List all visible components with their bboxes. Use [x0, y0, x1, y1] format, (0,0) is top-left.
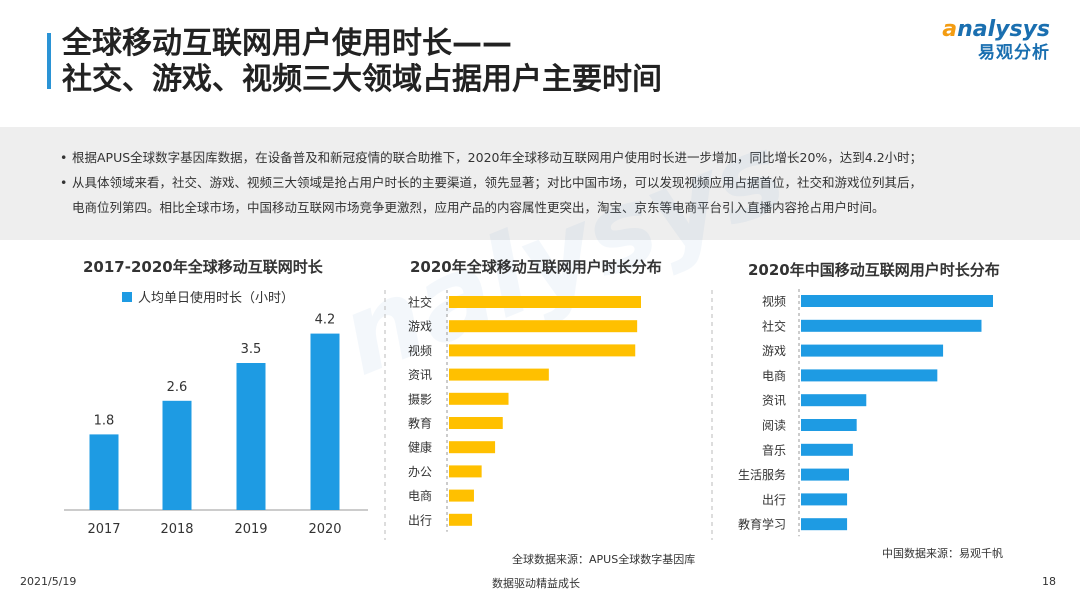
chart3-bar-1 [801, 319, 982, 332]
chart2-bar-1 [449, 320, 638, 333]
chart2-category-label-6: 健康 [408, 440, 432, 455]
chart3-category-label-3: 电商 [762, 368, 786, 383]
chart2-bar-4 [449, 392, 509, 405]
chart3-category-label-2: 游戏 [762, 344, 786, 358]
chart1-bar-2020 [310, 333, 340, 510]
chart3-bar-9 [801, 518, 848, 531]
chart1-x-tick-2019: 2019 [234, 522, 267, 537]
chart3-bar-8 [801, 493, 848, 506]
logo-letters: nalysys [957, 17, 1050, 42]
chart3-bar-7 [801, 468, 849, 481]
chart3-category-label-5: 阅读 [762, 419, 786, 433]
analysys-logo: analysys 易观分析 [942, 18, 1050, 64]
chart2-category-label-9: 出行 [408, 513, 432, 527]
chart1-legend: 人均单日使用时长（小时） [122, 287, 294, 306]
chart1-value-label-2017: 1.8 [94, 413, 115, 428]
chart3-category-label-8: 出行 [762, 493, 786, 507]
chart3-bar-6 [801, 443, 853, 456]
footer-slogan: 数据驱动精益成长 [492, 577, 580, 590]
page-title-line1: 全球移动互联网用户使用时长—— [62, 26, 512, 61]
summary-bullet-2: 从具体领域来看，社交、游戏、视频三大领域是抢占用户时长的主要渠道，领先显著；对比… [60, 170, 1020, 220]
chart2-bar-8 [449, 489, 474, 502]
chart2-category-label-8: 电商 [408, 488, 432, 503]
chart3-category-label-1: 社交 [762, 318, 786, 333]
chart3-source: 中国数据来源：易观千帆 [882, 547, 1003, 560]
chart2-category-label-3: 资讯 [408, 368, 432, 382]
chart2-bar-2 [449, 344, 636, 357]
chart3-bar-5 [801, 419, 857, 431]
chart2-category-label-5: 教育 [408, 416, 432, 431]
chart3-bar-4 [801, 394, 867, 407]
chart2-source: 全球数据来源：APUS全球数字基因库 [512, 553, 696, 566]
logo-english: analysys [942, 18, 1050, 42]
chart2-bar-6 [449, 441, 496, 454]
chart3-bar-2 [801, 344, 944, 357]
chart1-x-tick-2018: 2018 [160, 522, 193, 537]
chart2-title: 2020年全球移动互联网用户时长分布 [410, 258, 662, 276]
chart2-category-label-0: 社交 [408, 295, 432, 310]
chart2-bar-7 [449, 465, 482, 478]
chart2-category-label-1: 游戏 [408, 320, 432, 334]
chart1-bar-2017 [89, 434, 119, 510]
chart2-bar-9 [449, 513, 473, 526]
title-accent-bar [47, 33, 51, 89]
chart2-category-label-2: 视频 [408, 343, 432, 358]
chart3-bar-3 [801, 369, 938, 382]
summary-bullet-1: 根据APUS全球数字基因库数据，在设备普及和新冠疫情的联合助推下，2020年全球… [60, 145, 1020, 170]
chart3-category-label-4: 资讯 [762, 394, 786, 408]
summary-box: 根据APUS全球数字基因库数据，在设备普及和新冠疫情的联合助推下，2020年全球… [0, 127, 1080, 240]
chart1-x-tick-2017: 2017 [87, 522, 120, 537]
chart1-bar-2019 [236, 363, 266, 510]
footer-date: 2021/5/19 [20, 575, 77, 588]
chart1-value-label-2019: 3.5 [241, 342, 262, 357]
chart3-category-label-7: 生活服务 [738, 467, 786, 482]
chart1-value-label-2020: 4.2 [315, 313, 336, 328]
chart1-title: 2017-2020年全球移动互联网时长 [83, 258, 323, 276]
chart3-category-label-6: 音乐 [762, 442, 786, 457]
chart2-bar-3 [449, 368, 549, 381]
chart2-category-label-7: 办公 [408, 464, 432, 479]
chart1-bar-2018 [162, 400, 192, 510]
page-title-line2: 社交、游戏、视频三大领域占据用户主要时间 [62, 62, 662, 97]
chart1-value-label-2018: 2.6 [167, 380, 188, 395]
summary-bullet-2-line1: 从具体领域来看，社交、游戏、视频三大领域是抢占用户时长的主要渠道，领先显著；对比… [72, 175, 923, 190]
logo-chinese: 易观分析 [978, 43, 1050, 63]
footer-page-number: 18 [1042, 575, 1056, 588]
chart3-title: 2020年中国移动互联网用户时长分布 [748, 261, 1000, 279]
chart3-category-label-9: 教育学习 [738, 517, 786, 532]
logo-letter-a: a [942, 17, 958, 42]
chart2-category-label-4: 摄影 [408, 391, 432, 406]
chart1-x-tick-2020: 2020 [308, 522, 341, 537]
chart3-bar-0 [801, 295, 993, 307]
chart1-legend-swatch [122, 291, 132, 302]
summary-bullet-2-line2: 电商位列第四。相比全球市场，中国移动互联网市场竞争更激烈，应用产品的内容属性更突… [72, 200, 885, 215]
page-title: 全球移动互联网用户使用时长—— 社交、游戏、视频三大领域占据用户主要时间 [62, 26, 662, 98]
chart3-category-label-0: 视频 [762, 294, 786, 309]
chart1-legend-label: 人均单日使用时长（小时） [138, 291, 295, 306]
summary-bullet-1-text: 根据APUS全球数字基因库数据，在设备普及和新冠疫情的联合助推下，2020年全球… [72, 150, 923, 165]
chart2-bar-0 [449, 296, 641, 308]
chart2-bar-5 [449, 417, 503, 429]
